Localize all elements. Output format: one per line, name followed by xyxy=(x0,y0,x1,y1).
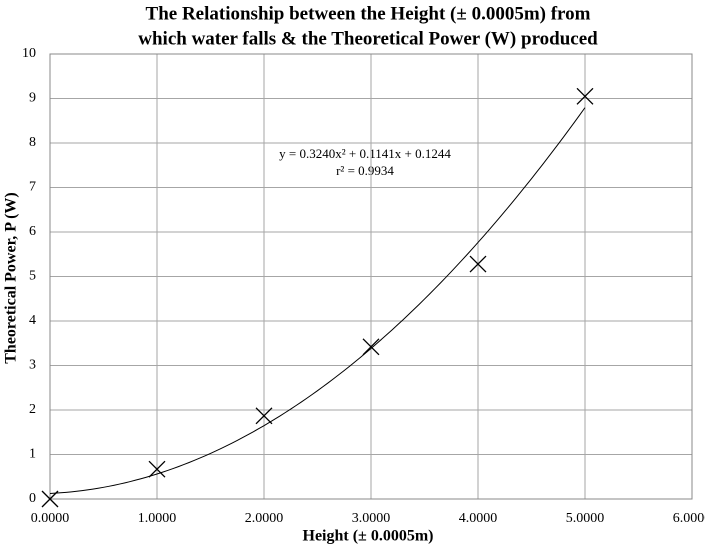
marker xyxy=(148,460,166,478)
marker xyxy=(576,87,594,105)
y-tick-label: 6 xyxy=(29,224,36,239)
x-tick-label: 4.0000 xyxy=(459,511,498,526)
y-tick-label: 9 xyxy=(29,91,36,106)
marker-stroke xyxy=(469,255,487,273)
trendline-r2: r² = 0.9934 xyxy=(336,163,394,178)
x-tick-label: 5.0000 xyxy=(566,511,605,526)
x-tick-label: 6.0000 xyxy=(673,511,705,526)
x-tick-label: 3.0000 xyxy=(352,511,391,526)
x-tick-label: 0.0000 xyxy=(31,511,70,526)
trendline-equation: y = 0.3240x² + 0.1141x + 0.1244 xyxy=(279,146,451,161)
y-tick-label: 1 xyxy=(29,447,36,462)
marker-stroke xyxy=(148,460,166,478)
chart-title: which water falls & the Theoretical Powe… xyxy=(138,28,598,49)
y-tick-label: 7 xyxy=(29,180,36,195)
y-tick-label: 10 xyxy=(22,46,36,61)
marker-stroke xyxy=(255,407,273,425)
marker xyxy=(362,338,380,356)
marker xyxy=(255,407,273,425)
marker-stroke xyxy=(576,87,594,105)
y-axis-label: Theoretical Power, P (W) xyxy=(3,192,20,364)
x-axis-label: Height (± 0.0005m) xyxy=(303,528,434,545)
x-tick-label: 2.0000 xyxy=(245,511,284,526)
marker-stroke xyxy=(362,338,380,356)
plot-border xyxy=(49,53,693,500)
y-tick-label: 5 xyxy=(29,269,36,284)
trendline xyxy=(49,107,586,494)
marker xyxy=(41,490,59,508)
y-tick-label: 2 xyxy=(29,402,36,417)
chart-title: The Relationship between the Height (± 0… xyxy=(146,3,591,24)
marker-stroke xyxy=(41,490,59,508)
y-tick-label: 0 xyxy=(29,491,36,506)
x-tick-label: 1.0000 xyxy=(138,511,177,526)
y-tick-label: 8 xyxy=(29,135,36,150)
marker xyxy=(469,255,487,273)
y-tick-label: 4 xyxy=(29,313,36,328)
y-tick-label: 3 xyxy=(29,358,36,373)
